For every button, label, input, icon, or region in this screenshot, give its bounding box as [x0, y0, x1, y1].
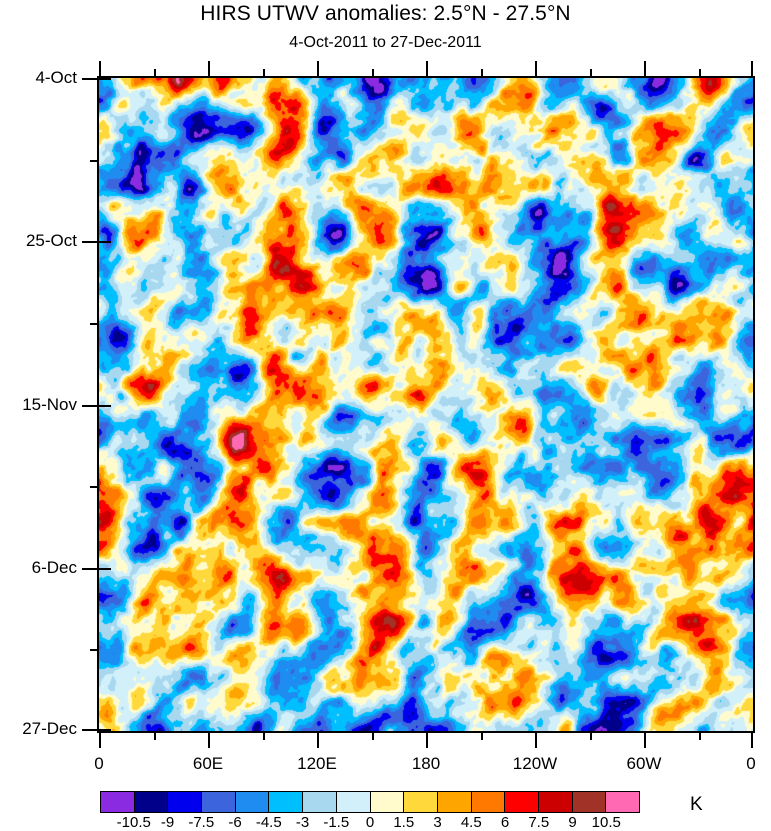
x-tick-top-minor-3 — [481, 69, 483, 78]
y-axis-label-2: 15-Nov — [22, 395, 77, 414]
colorbar-swatch-15 — [606, 792, 639, 812]
colorbar-tick-2: -7.5 — [188, 814, 215, 831]
anomaly-field-heatmap — [99, 78, 753, 731]
x-tick-minor-5 — [699, 731, 701, 740]
colorbar-swatch-9 — [404, 792, 438, 812]
colorbar-swatch-6 — [303, 792, 337, 812]
colorbar-tick-14: 10.5 — [591, 814, 621, 831]
colorbar-swatch-12 — [505, 792, 539, 812]
colorbar-tick-8: 1.5 — [393, 814, 415, 831]
plot-area: 4-Oct 25-Oct 15-Nov 6-Dec 27-Dec 0 60E 120E 180… — [22, 61, 756, 773]
colorbar-tick-7: 0 — [365, 814, 375, 831]
y-tick-major-3 — [82, 568, 99, 570]
colorbar-tick-6: -1.5 — [323, 814, 350, 831]
x-axis-label-1: 60E — [192, 754, 224, 773]
colorbar-swatch-7 — [336, 792, 371, 812]
x-tick-top-major-5 — [644, 61, 646, 78]
x-tick-minor-2 — [372, 731, 374, 740]
x-tick-top-minor-1 — [263, 69, 265, 78]
colorbar-swatch-8 — [370, 792, 405, 812]
x-tick-minor-1 — [263, 731, 265, 740]
y-tick-inner-1 — [99, 241, 111, 243]
colorbar-swatch-2 — [168, 792, 203, 812]
x-tick-major-0 — [99, 731, 101, 748]
colorbar-tick-3: -6 — [228, 814, 242, 831]
colorbar-tick-13: 9 — [568, 814, 577, 831]
x-tick-minor-0 — [154, 731, 156, 740]
colorbar-swatch-0 — [101, 792, 135, 812]
colorbar-swatch-13 — [538, 792, 573, 812]
y-tick-major-0 — [82, 78, 99, 80]
y-tick-minor-0 — [90, 160, 99, 162]
colorbar-tick-9: 3 — [433, 814, 442, 831]
x-tick-major-5 — [644, 731, 646, 748]
colorbar-swatch-1 — [134, 792, 169, 812]
y-tick-major-4 — [82, 729, 99, 731]
x-tick-top-minor-4 — [590, 69, 592, 78]
colorbar-tick-5: -3 — [295, 814, 310, 831]
page-title: HIRS UTWV anomalies: 2.5°N - 27.5°N — [200, 2, 571, 25]
x-tick-top-major-6 — [751, 61, 753, 78]
colorbar-tick-11: 6 — [500, 814, 510, 831]
colorbar — [100, 791, 640, 813]
y-tick-minor-1 — [90, 323, 99, 325]
x-axis-label-3: 180 — [411, 754, 441, 773]
x-tick-top-minor-5 — [699, 69, 701, 78]
y-tick-inner-2 — [99, 405, 111, 407]
colorbar-units-label: K — [690, 794, 703, 815]
x-axis-label-5: 60W — [626, 754, 662, 773]
y-tick-major-2 — [82, 405, 99, 407]
x-tick-major-1 — [208, 731, 210, 748]
x-axis-label-2: 120E — [297, 754, 337, 773]
colorbar-swatch-14 — [572, 792, 607, 812]
x-tick-top-major-4 — [535, 61, 537, 78]
x-tick-major-2 — [317, 731, 319, 748]
x-axis-label-6: 0 — [746, 754, 756, 773]
y-axis-label-0: 4-Oct — [35, 68, 77, 87]
colorbar-swatch-3 — [202, 792, 236, 812]
x-tick-top-minor-0 — [154, 69, 156, 78]
y-axis-label-1: 25-Oct — [25, 231, 77, 250]
x-tick-minor-3 — [481, 731, 483, 740]
colorbar-swatch-10 — [437, 792, 472, 812]
x-tick-minor-4 — [590, 731, 592, 740]
x-tick-top-minor-2 — [372, 69, 374, 78]
y-tick-inner-0 — [99, 78, 111, 80]
page-subtitle: 4-Oct-2011 to 27-Dec-2011 — [289, 34, 482, 51]
x-tick-major-6 — [751, 731, 753, 748]
x-tick-top-major-2 — [317, 61, 319, 78]
colorbar-swatch-11 — [471, 792, 506, 812]
x-axis-label-0: 0 — [94, 754, 104, 773]
colorbar-swatch-4 — [235, 792, 270, 812]
colorbar-tick-10: 4.5 — [460, 814, 482, 831]
x-tick-top-major-0 — [99, 61, 101, 78]
y-axis-label-4: 27-Dec — [22, 719, 77, 738]
colorbar-tick-4: -4.5 — [255, 814, 282, 831]
colorbar-tick-0: -10.5 — [116, 814, 151, 831]
y-axis-label-3: 6-Dec — [31, 558, 77, 577]
x-tick-major-4 — [535, 731, 537, 748]
y-tick-inner-4 — [99, 729, 111, 731]
colorbar-tick-12: 7.5 — [528, 814, 550, 831]
y-tick-inner-3 — [99, 568, 111, 570]
y-tick-minor-2 — [90, 486, 99, 488]
y-tick-minor-3 — [90, 649, 99, 651]
x-tick-top-major-1 — [208, 61, 210, 78]
colorbar-tick-1: -9 — [160, 814, 175, 831]
x-tick-major-3 — [426, 731, 428, 748]
colorbar-swatch-5 — [269, 792, 304, 812]
y-tick-major-1 — [82, 241, 99, 243]
x-tick-top-major-3 — [426, 61, 428, 78]
x-axis-label-4: 120W — [512, 754, 558, 773]
